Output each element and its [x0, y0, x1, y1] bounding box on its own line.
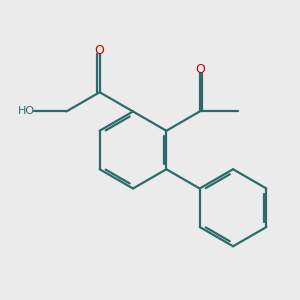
Text: HO: HO	[18, 106, 35, 116]
Text: O: O	[195, 63, 205, 76]
Text: O: O	[95, 44, 105, 57]
